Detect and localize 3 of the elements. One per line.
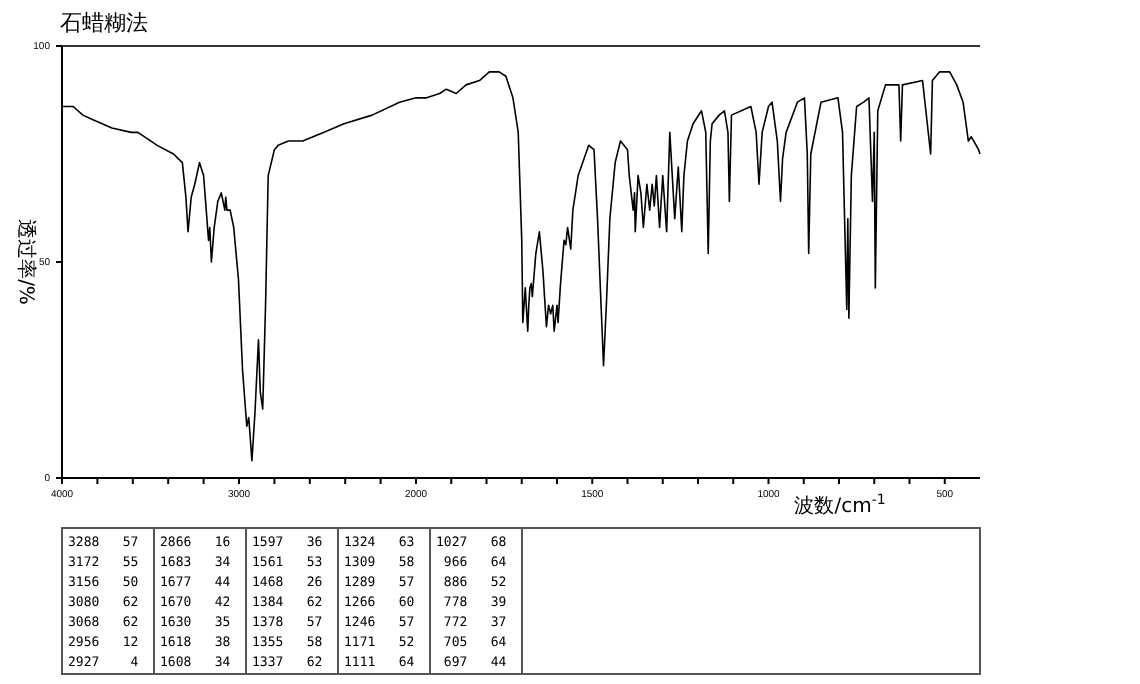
x-axis-title: 波数/cm$^{-1}$ [794,492,886,518]
y-axis-title: 透过率/% [14,219,38,305]
chart-title: 石蜡糊法 [60,10,148,36]
